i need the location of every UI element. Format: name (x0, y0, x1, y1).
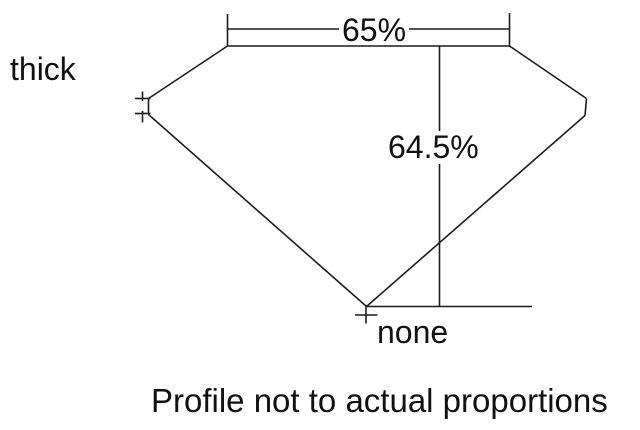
pavilion-facet-left (147, 113, 368, 308)
crown-facet-left (148, 45, 228, 100)
girdle-thickness-label: thick (10, 51, 76, 87)
diagram-caption: Profile not to actual proportions (151, 382, 608, 419)
total-depth-percentage-label: 64.5% (384, 131, 483, 164)
culet-size-label: none (377, 314, 449, 350)
crown-facet-right (509, 45, 587, 100)
pavilion-facet-right (365, 114, 586, 308)
table-width-percentage-label: 65% (339, 14, 410, 46)
girdle-edge-right (584, 98, 588, 116)
